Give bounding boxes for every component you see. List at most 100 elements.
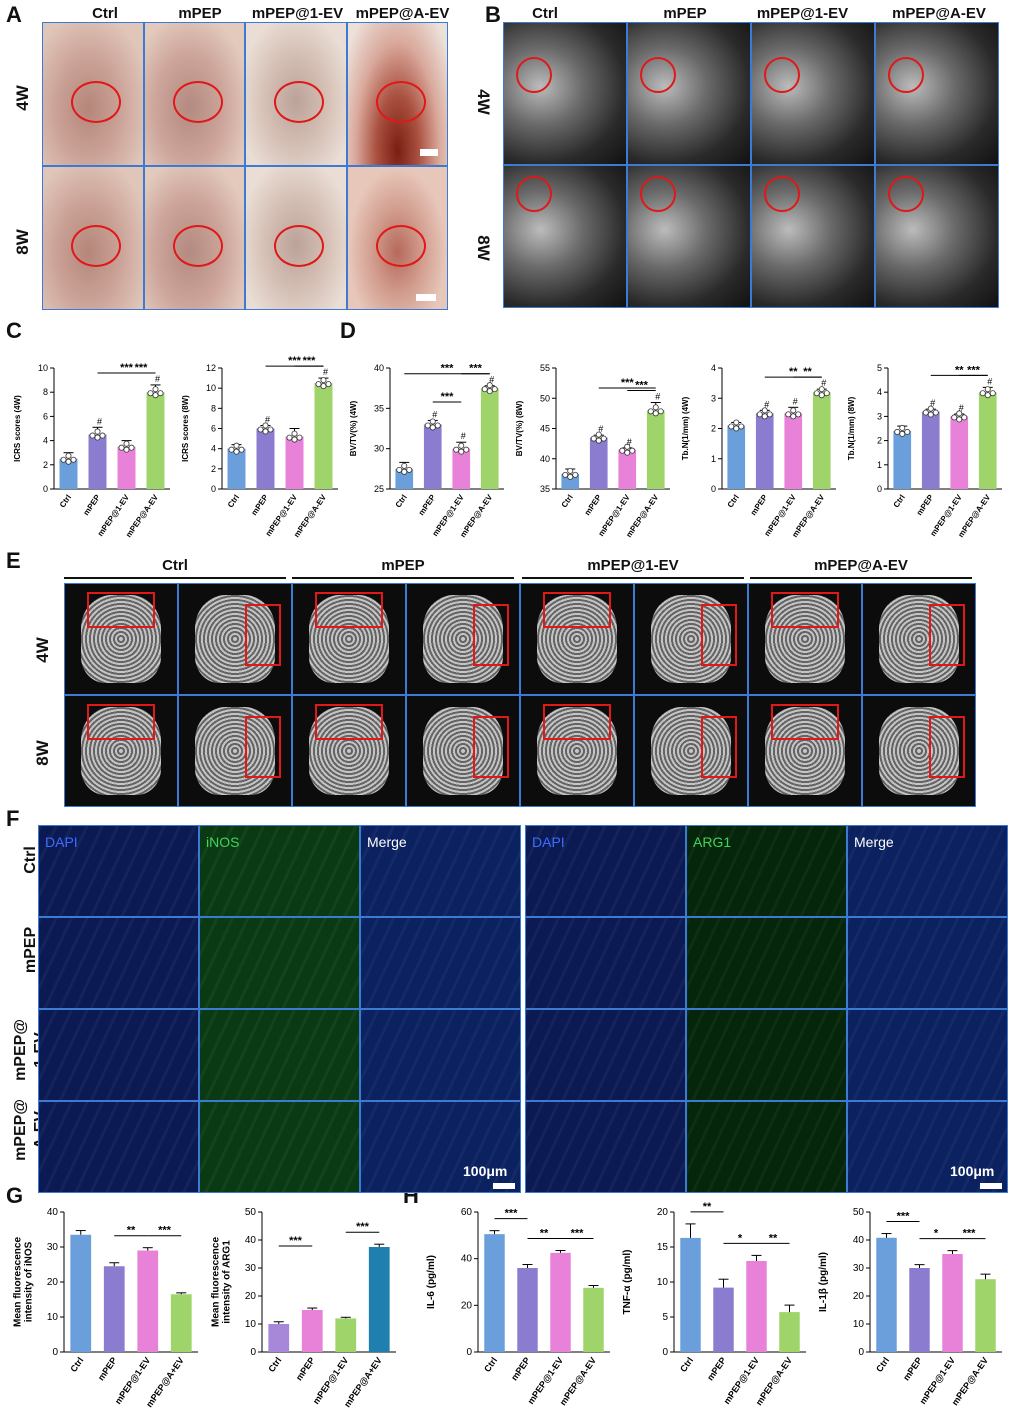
fluorescence-tile: DAPI: [38, 825, 199, 917]
y-tick-label: 25: [374, 484, 384, 494]
roi-rect: [315, 592, 383, 628]
data-point: [922, 409, 929, 416]
bar: [314, 383, 333, 489]
defect-circle: [274, 81, 324, 123]
defect-circle: [375, 225, 426, 267]
significance-stars: ***: [303, 355, 317, 367]
data-point: [157, 390, 164, 397]
panel-e-row-8w: 8W: [33, 740, 52, 766]
microct-tile: [634, 695, 748, 807]
significance-stars: ***: [571, 1228, 585, 1240]
bar: [103, 1266, 125, 1352]
y-tick-label: 0: [43, 484, 48, 494]
gross-photo-tile: [245, 166, 347, 310]
hash-mark: #: [959, 403, 964, 413]
significance-stars: ***: [441, 363, 455, 375]
defect-circle: [375, 81, 426, 123]
bar: [583, 1287, 604, 1352]
x-tick-label: Ctrl: [226, 493, 241, 509]
roi-rect: [543, 592, 611, 628]
roi-rect: [929, 604, 965, 666]
data-point: [458, 442, 465, 449]
panel-label-b: B: [485, 2, 501, 27]
x-tick-label: mPEP: [915, 492, 936, 517]
roi-rect: [473, 604, 509, 666]
significance-stars: ***: [289, 1235, 303, 1247]
data-point: [291, 436, 298, 443]
bar: [876, 1237, 897, 1352]
y-tick-label: 5: [662, 1312, 668, 1323]
x-tick-label: Ctrl: [874, 1355, 891, 1373]
y-tick-label: 20: [853, 1291, 865, 1302]
roi-rect: [771, 592, 839, 628]
fluorescence-tile: Merge: [360, 825, 521, 917]
data-point: [899, 430, 906, 437]
mri-tile: [627, 22, 751, 165]
data-point: [984, 386, 991, 393]
panel-f-scale-label: 100μm: [950, 1163, 995, 1179]
y-tick-label: 35: [374, 403, 384, 413]
bone-section: [536, 707, 618, 795]
bone-section: [308, 707, 390, 795]
y-tick-label: 30: [374, 444, 384, 454]
data-point: [795, 411, 802, 418]
data-point: [733, 419, 740, 426]
bar: [921, 411, 940, 489]
bone-section: [878, 707, 960, 795]
x-tick-label: mPEP@A-EV: [754, 1355, 794, 1407]
fluorescence-tile: [686, 917, 847, 1009]
microct-tile: [748, 695, 862, 807]
y-tick-label: 10: [245, 1319, 257, 1330]
microct-tile: [520, 583, 634, 695]
y-tick-label: 40: [853, 1235, 865, 1246]
data-point: [458, 448, 465, 455]
bar: [285, 436, 304, 489]
roi-rect: [543, 704, 611, 740]
x-tick-label: mPEP: [901, 1355, 924, 1382]
y-tick-label: 2: [711, 424, 716, 434]
y-tick-label: 8: [43, 387, 48, 397]
y-tick-label: 30: [245, 1263, 257, 1274]
bar: [893, 430, 912, 489]
y-tick-label: 0: [466, 1347, 472, 1358]
data-point: [813, 390, 820, 397]
bar: [70, 1234, 92, 1352]
gross-photo-tile: [143, 166, 245, 310]
chart-g-arg1: 0 10 20 30 40 50 Mean fluorescence intensity of…: [211, 1207, 396, 1409]
y-tick-label: 40: [47, 1207, 59, 1218]
data-point: [463, 446, 470, 453]
data-point: [94, 428, 101, 435]
significance-stars: **: [769, 1232, 778, 1244]
panel-e-group-label: mPEP@1-EV: [587, 557, 679, 574]
gross-photo-tile: [346, 166, 448, 310]
microct-tile: [64, 695, 178, 807]
data-point: [123, 446, 130, 453]
x-tick-label: mPEP@A-EV: [558, 1355, 598, 1407]
y-tick-label: 20: [461, 1300, 473, 1311]
data-point: [262, 422, 269, 429]
panel-e-group-label: mPEP@A-EV: [814, 557, 908, 574]
y-tick-label: 0: [711, 484, 716, 494]
panel-label-c: C: [6, 318, 22, 343]
mri-tile: [503, 22, 627, 165]
fluorescence-tile: [525, 1009, 686, 1101]
y-tick-label: 10: [657, 1277, 669, 1288]
y-tick-label: 1: [711, 454, 716, 464]
bar: [784, 413, 803, 489]
hash-mark: #: [821, 378, 826, 388]
y-tick-label: 50: [853, 1207, 865, 1218]
data-point: [657, 408, 664, 415]
fluorescence-tile: [686, 1101, 847, 1193]
y-tick-label: 40: [374, 363, 384, 373]
panel-b-group-ctrl: Ctrl: [532, 5, 558, 22]
y-tick-label: 2: [43, 460, 48, 470]
fluorescence-tile: [38, 1101, 199, 1193]
y-tick-label: 4: [711, 363, 716, 373]
defect-circle: [71, 81, 121, 123]
microct-tile: [406, 583, 520, 695]
scale-bar: [420, 149, 438, 156]
